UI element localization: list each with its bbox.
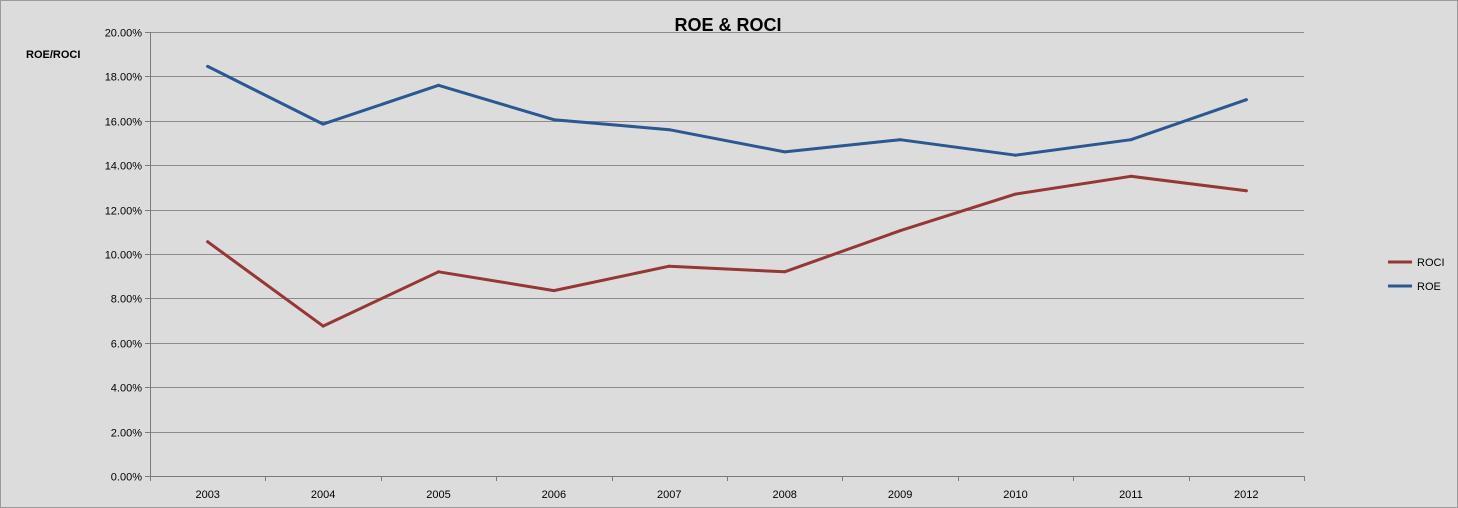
legend-label: ROE [1417,281,1441,293]
data-point-roe [206,64,210,68]
data-point-roci [898,229,902,233]
y-tick-label: 16.00% [105,117,143,129]
data-point-roci [667,264,671,268]
x-tick-label: 2009 [888,489,912,501]
data-point-roci [1014,192,1017,196]
y-tick-label: 12.00% [105,206,143,218]
data-point-roe [1014,153,1017,157]
x-tick-label: 2008 [772,489,796,501]
data-point-roe [667,128,671,132]
x-tick-label: 2010 [1003,489,1027,501]
data-point-roci [321,324,325,328]
y-tick-label: 0.00% [111,472,142,484]
data-point-roci [1244,189,1248,193]
legend-item-roci: ROCI [1388,257,1445,269]
data-point-roci [552,289,556,293]
x-tick-label: 2007 [657,489,681,501]
y-tick-label: 4.00% [111,383,142,395]
data-point-roe [898,138,902,142]
data-point-roci [206,240,210,244]
axes: 0.00% 2.00% 4.00% 6.00% 8.00% 10.00% 12.00% 14.… [105,28,1305,501]
y-tick-label: 8.00% [111,294,142,306]
y-tick-label: 20.00% [105,28,143,40]
series-line-roe [206,64,1248,157]
data-point-roci [437,270,440,274]
y-tick-label: 14.00% [105,161,143,173]
series-line-roci [206,174,1248,328]
data-point-roe [437,83,440,87]
x-tick-label: 2005 [426,489,450,501]
data-point-roe [783,150,787,154]
chart-title: ROE & ROCI [674,15,781,35]
legend-label: ROCI [1417,257,1445,269]
data-point-roe [1244,98,1248,102]
y-tick-label: 10.00% [105,250,143,262]
x-tick-label: 2011 [1119,489,1143,501]
x-tick-label: 2006 [542,489,566,501]
data-point-roe [1129,138,1133,142]
y-axis-title: ROE/ROCI [26,49,80,61]
data-point-roci [783,270,787,274]
gridlines [150,32,1304,433]
legend-item-roe: ROE [1388,281,1441,293]
y-tick-label: 6.00% [111,339,142,351]
x-tick-label: 2003 [195,489,219,501]
series [206,64,1248,328]
x-tick-label: 2012 [1234,489,1258,501]
y-tick-label: 2.00% [111,428,142,440]
data-point-roe [552,118,556,122]
x-tick-label: 2004 [311,489,335,501]
legend: ROCI ROE [1388,257,1445,293]
data-point-roci [1129,174,1133,178]
data-point-roe [321,122,325,126]
y-tick-label: 18.00% [105,72,143,84]
